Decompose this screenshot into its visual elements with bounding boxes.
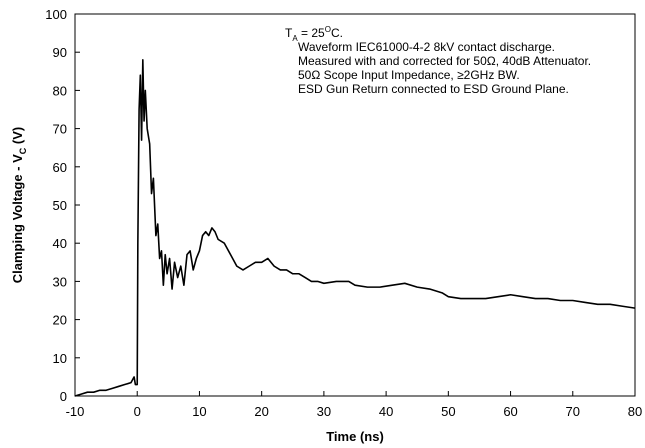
annotation-part: = 25 <box>298 26 325 40</box>
y-tick-label: 0 <box>60 389 67 404</box>
annotation-line: 50Ω Scope Input Impedance, ≥2GHz BW. <box>298 68 520 82</box>
data-line <box>74 59 636 397</box>
x-tick-label: 80 <box>628 404 642 419</box>
y-tick-label: 90 <box>53 45 67 60</box>
annotation-part: O <box>325 25 331 34</box>
y-label-unit: (V) <box>10 127 25 148</box>
x-axis-label: Time (ns) <box>326 429 384 444</box>
x-tick-label: 50 <box>441 404 455 419</box>
y-tick-label: 60 <box>53 160 67 175</box>
annotation-line: Measured with and corrected for 50Ω, 40d… <box>298 54 591 68</box>
annotation-part: T <box>285 26 293 40</box>
y-tick-label: 80 <box>53 83 67 98</box>
x-tick-label: 10 <box>192 404 206 419</box>
y-tick-label: 70 <box>53 122 67 137</box>
annotation-line: ESD Gun Return connected to ESD Ground P… <box>298 82 569 96</box>
x-tick-label: 70 <box>566 404 580 419</box>
y-axis-label: Clamping Voltage - VC (V) <box>10 127 28 284</box>
y-tick-label: 10 <box>53 351 67 366</box>
annotation: TA = 25OC. <box>285 25 343 43</box>
y-tick-label: 20 <box>53 313 67 328</box>
x-tick-label: 20 <box>254 404 268 419</box>
y-tick-label: 40 <box>53 236 67 251</box>
annotation-part: C. <box>331 26 343 40</box>
y-tick-label: 50 <box>53 198 67 213</box>
annotation-part: A <box>292 34 298 43</box>
annotation-line: Waveform IEC61000-4-2 8kV contact discha… <box>298 40 555 54</box>
x-tick-label: 40 <box>379 404 393 419</box>
x-tick-label: 30 <box>317 404 331 419</box>
y-tick-label: 30 <box>53 274 67 289</box>
x-tick-label: 60 <box>503 404 517 419</box>
y-label-sub: C <box>18 147 28 154</box>
x-tick-label: 0 <box>134 404 141 419</box>
x-tick-label: -10 <box>66 404 85 419</box>
y-tick-label: 100 <box>45 7 67 22</box>
y-label-main: Clamping Voltage - V <box>10 154 25 283</box>
